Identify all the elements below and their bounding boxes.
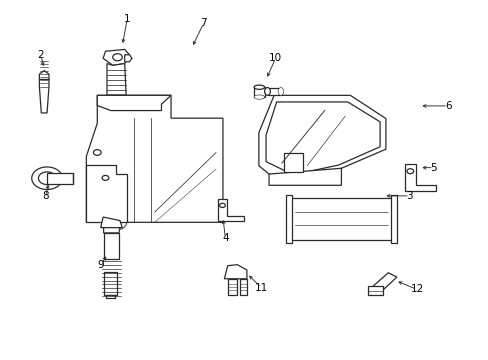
Circle shape: [219, 203, 225, 207]
Polygon shape: [258, 95, 385, 178]
Polygon shape: [404, 164, 435, 190]
Text: 12: 12: [409, 284, 423, 294]
Text: 1: 1: [123, 14, 130, 24]
Bar: [267, 87, 280, 95]
Polygon shape: [224, 265, 246, 279]
Polygon shape: [103, 233, 119, 259]
Text: 9: 9: [97, 260, 104, 270]
Text: 8: 8: [42, 191, 49, 201]
Polygon shape: [86, 165, 127, 222]
Ellipse shape: [254, 95, 264, 99]
Bar: [289, 198, 392, 240]
Polygon shape: [218, 199, 244, 221]
Text: 6: 6: [444, 101, 450, 111]
Polygon shape: [40, 71, 49, 83]
Circle shape: [93, 150, 101, 155]
Circle shape: [406, 169, 413, 174]
Polygon shape: [107, 64, 126, 95]
Polygon shape: [124, 55, 132, 62]
Bar: [47, 173, 73, 184]
Polygon shape: [101, 217, 122, 228]
Polygon shape: [97, 95, 171, 111]
Text: 10: 10: [268, 53, 282, 63]
Bar: [104, 272, 116, 294]
Polygon shape: [103, 49, 129, 65]
Polygon shape: [104, 95, 128, 111]
Polygon shape: [86, 95, 223, 222]
Text: 2: 2: [38, 50, 44, 60]
Circle shape: [102, 175, 109, 180]
Text: 11: 11: [254, 283, 267, 293]
Ellipse shape: [254, 85, 264, 89]
Polygon shape: [265, 102, 379, 175]
Polygon shape: [40, 80, 49, 113]
Text: 5: 5: [429, 163, 436, 173]
Polygon shape: [239, 279, 246, 294]
Polygon shape: [227, 279, 237, 294]
Text: 3: 3: [406, 191, 412, 201]
Ellipse shape: [278, 87, 283, 95]
Circle shape: [39, 172, 56, 185]
Polygon shape: [103, 228, 120, 233]
Text: 7: 7: [200, 18, 206, 28]
Circle shape: [32, 167, 62, 189]
Text: 4: 4: [222, 233, 228, 243]
Ellipse shape: [264, 87, 270, 95]
Circle shape: [112, 54, 122, 61]
Polygon shape: [284, 153, 303, 172]
Polygon shape: [268, 168, 341, 185]
Bar: [390, 195, 396, 243]
Bar: [285, 195, 291, 243]
Bar: [254, 87, 264, 97]
Polygon shape: [371, 273, 396, 292]
Polygon shape: [105, 294, 115, 298]
Polygon shape: [367, 286, 382, 294]
